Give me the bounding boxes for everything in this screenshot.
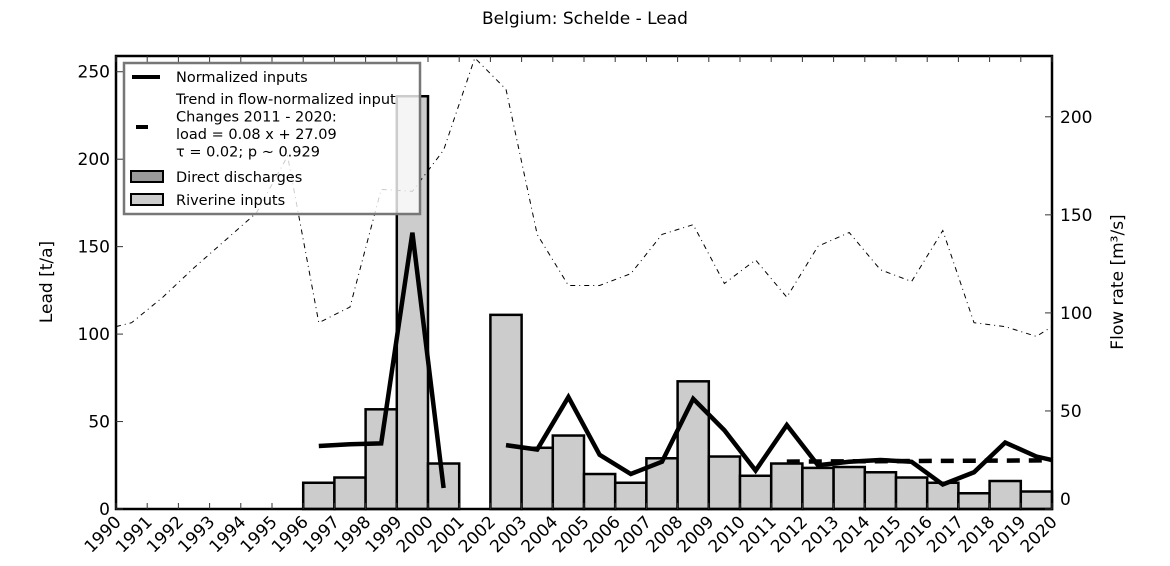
- legend-label: Changes 2011 - 2020:: [176, 110, 337, 126]
- legend-swatch-riverine: [130, 193, 164, 206]
- y2-tick-label: 0: [1060, 490, 1071, 510]
- bar-2009: [707, 455, 742, 511]
- y2-axis-label: Flow rate [m³/s]: [1108, 214, 1128, 349]
- y2-tick-label: 200: [1060, 108, 1092, 128]
- bar-2018: [988, 479, 1023, 511]
- y2-tick-label: 100: [1060, 304, 1092, 324]
- bar-2019: [1019, 490, 1054, 511]
- normalized-inputs-line: [318, 232, 446, 489]
- bar-2013: [832, 465, 867, 511]
- y-tick-label: 0: [99, 500, 110, 520]
- plot-area: [114, 54, 1054, 511]
- legend-label: Direct discharges: [176, 170, 302, 186]
- legend-label: τ = 0.02; p ~ 0.929: [176, 145, 320, 161]
- bar-2002: [489, 313, 523, 511]
- legend-swatch-direct: [130, 170, 164, 183]
- bar-2003: [520, 446, 555, 511]
- bar-2004: [551, 434, 586, 511]
- bar-1997: [333, 476, 367, 511]
- y-axis-right: 0 50 100 150 200: [1045, 108, 1092, 510]
- x-tick-label: 2020: [1017, 512, 1062, 557]
- y-tick-label: 200: [78, 150, 110, 170]
- y-axis-left: 0 50 100 150 200 250: [78, 63, 123, 520]
- bar-1998: [364, 408, 399, 511]
- lines: [115, 57, 1053, 489]
- y-tick-label: 150: [78, 238, 110, 258]
- y-tick-label: 100: [78, 325, 110, 345]
- bar-1996: [301, 481, 336, 511]
- bar-2005: [582, 472, 617, 511]
- y-tick-label: 50: [88, 413, 110, 433]
- legend: Normalized inputs Trend in flow-normalize…: [122, 61, 422, 216]
- bar-2010: [738, 474, 773, 511]
- y2-tick-label: 50: [1060, 402, 1082, 422]
- bar-2017: [957, 492, 991, 511]
- legend-label: load = 0.08 x + 27.09: [176, 127, 337, 143]
- legend-label: Trend in flow-normalized input: [175, 92, 396, 108]
- normalized-inputs-line: [505, 392, 1053, 488]
- chart-title: Belgium: Schelde - Lead: [482, 9, 688, 29]
- legend-box: [122, 61, 422, 216]
- bar-2011: [769, 462, 804, 511]
- bar-2015: [894, 476, 929, 511]
- bar-2012: [801, 466, 835, 511]
- legend-label: Normalized inputs: [176, 70, 308, 86]
- bar-2014: [863, 471, 898, 511]
- bar-2006: [613, 481, 648, 511]
- y2-tick-label: 150: [1060, 206, 1092, 226]
- legend-label: Riverine inputs: [176, 193, 285, 209]
- trend-line: [786, 458, 1053, 464]
- y-axis-label: Lead [t/a]: [37, 241, 57, 323]
- y-tick-label: 250: [78, 63, 110, 83]
